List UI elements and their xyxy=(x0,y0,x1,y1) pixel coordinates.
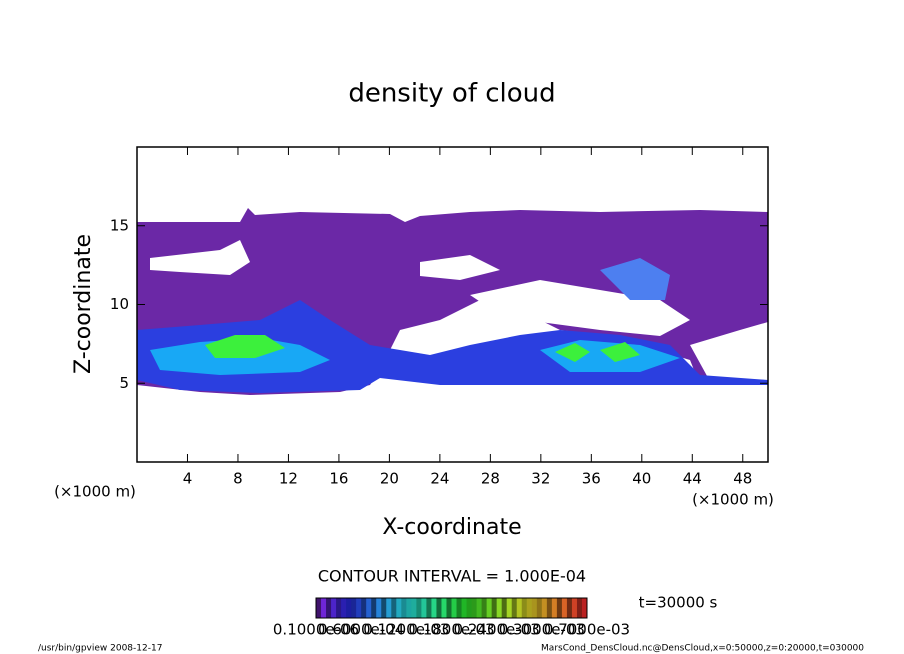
colorbar-cell xyxy=(441,598,447,618)
colorbar-cell xyxy=(491,598,498,618)
x-tick-label: 44 xyxy=(683,470,702,488)
cloud-field xyxy=(137,208,768,395)
colorbar-label: 0.1800e-03 xyxy=(408,621,494,639)
x-tick-label: 36 xyxy=(582,470,601,488)
y-axis-label: Z-coordinate xyxy=(71,234,96,374)
colorbar-cell xyxy=(481,598,488,618)
x-tick-label: 24 xyxy=(430,470,449,488)
colorbar-cell xyxy=(541,598,548,618)
colorbar-cell xyxy=(496,598,503,618)
colorbar-cell xyxy=(576,598,583,618)
time-label: t=30000 s xyxy=(639,594,718,612)
colorbar-cell xyxy=(471,598,478,618)
cloud-core xyxy=(600,342,640,362)
footer-right: MarsCond_DensCloud.nc@DensCloud,x=0:5000… xyxy=(541,644,864,654)
colorbar-cell xyxy=(526,598,533,618)
colorbar-cell xyxy=(411,598,417,618)
colorbar-cell xyxy=(376,598,382,618)
colorbar-label: 0.7000e-03 xyxy=(544,621,630,639)
colorbar-cell xyxy=(461,598,468,618)
x-unit: (×1000 m) xyxy=(54,483,136,501)
x-tick-label: 8 xyxy=(233,470,243,488)
colorbar-cell xyxy=(346,598,352,618)
colorbar-cell xyxy=(476,598,483,618)
cloud-gap xyxy=(470,280,690,336)
colorbar-cell xyxy=(531,598,538,618)
x-tick-label: 40 xyxy=(632,470,651,488)
footer-left: /usr/bin/gpview 2008-12-17 xyxy=(38,644,162,654)
cloud-gap xyxy=(150,240,250,275)
colorbar-cell xyxy=(401,598,407,618)
colorbar-cell xyxy=(546,598,553,618)
colorbar-cell xyxy=(321,598,327,618)
colorbar-cell xyxy=(436,598,442,618)
y-tick-label: 15 xyxy=(110,216,129,234)
x-tick-label: 4 xyxy=(183,470,193,488)
cloud-gap xyxy=(420,255,500,280)
colorbar-cell xyxy=(506,598,513,618)
colorbar-cell xyxy=(511,598,518,618)
colorbar-cell xyxy=(416,598,422,618)
colorbar-cell xyxy=(336,598,342,618)
x-tick-label: 12 xyxy=(279,470,298,488)
colorbar-cell xyxy=(431,598,437,618)
colorbar-cell xyxy=(351,598,357,618)
x-tick-label: 28 xyxy=(481,470,500,488)
colorbar-cell xyxy=(456,598,463,618)
cloud-core xyxy=(205,335,285,358)
colorbar-cell xyxy=(581,598,588,618)
colorbar-cell xyxy=(551,598,558,618)
colorbar-cell xyxy=(516,598,523,618)
cloud-gap xyxy=(690,322,768,385)
colorbar-label: 0.2400e-03 xyxy=(454,621,540,639)
colorbar-cell xyxy=(331,598,337,618)
cloud-core xyxy=(555,343,590,362)
colorbar-cell xyxy=(391,598,397,618)
y-tick-label: 10 xyxy=(110,295,129,313)
colorbar-label: 0.3000e-03 xyxy=(499,621,585,639)
colorbar-cell xyxy=(386,598,392,618)
colorbar-cell xyxy=(341,598,347,618)
colorbar-label: 0.1200e-03 xyxy=(363,621,449,639)
colorbar-cell xyxy=(451,598,458,618)
colorbar-frame xyxy=(315,597,588,619)
x-tick-label: 32 xyxy=(531,470,550,488)
colorbar-label: 0.6000e-04 xyxy=(318,621,404,639)
cloud-mid xyxy=(600,258,670,300)
colorbar-cell xyxy=(501,598,508,618)
colorbar-cell xyxy=(326,598,332,618)
colorbar-cell xyxy=(521,598,528,618)
colorbar-label: 0.1000e-06 xyxy=(273,621,359,639)
colorbar-cell xyxy=(571,598,578,618)
y-tick-label: 5 xyxy=(119,374,129,392)
colorbar-cell xyxy=(316,598,322,618)
x-unit: (×1000 m) xyxy=(692,491,774,509)
colorbar-cell xyxy=(486,598,493,618)
chart-title: density of cloud xyxy=(348,79,555,109)
x-tick-label: 20 xyxy=(380,470,399,488)
colorbar-cell xyxy=(466,598,473,618)
colorbar-cell xyxy=(421,598,427,618)
x-tick-label: 48 xyxy=(733,470,752,488)
x-axis-label: X-coordinate xyxy=(382,515,521,540)
colorbar-cell xyxy=(381,598,387,618)
colorbar-cell xyxy=(426,598,432,618)
colorbar-cell xyxy=(371,598,377,618)
colorbar-cell xyxy=(561,598,568,618)
colorbar-cell xyxy=(446,598,452,618)
colorbar xyxy=(316,598,588,618)
colorbar-cell xyxy=(536,598,543,618)
colorbar-cell xyxy=(396,598,402,618)
x-tick-label: 16 xyxy=(329,470,348,488)
colorbar-cell xyxy=(556,598,563,618)
colorbar-cell xyxy=(566,598,573,618)
colorbar-cell xyxy=(356,598,362,618)
colorbar-cell xyxy=(406,598,412,618)
colorbar-cell xyxy=(361,598,367,618)
colorbar-cell xyxy=(366,598,372,618)
contour-interval: CONTOUR INTERVAL = 1.000E-04 xyxy=(318,567,586,586)
